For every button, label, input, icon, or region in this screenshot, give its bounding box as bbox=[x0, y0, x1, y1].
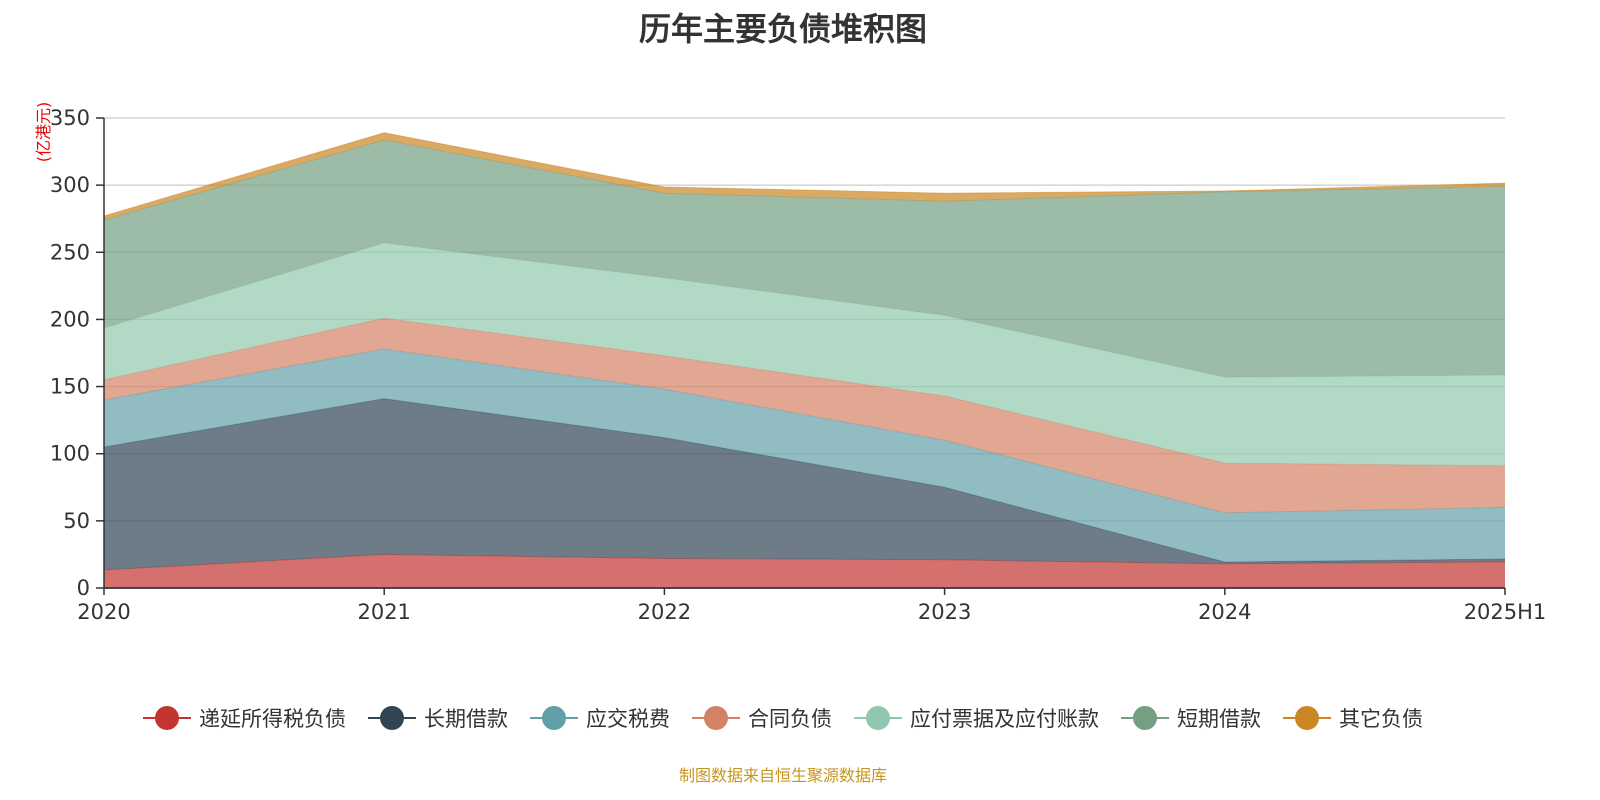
legend-marker-icon bbox=[143, 703, 191, 733]
legend-marker-icon bbox=[530, 703, 578, 733]
legend-label: 长期借款 bbox=[424, 707, 508, 731]
y-tick-label: 0 bbox=[77, 576, 90, 600]
y-tick-label: 150 bbox=[50, 375, 90, 399]
legend: 递延所得税负债 长期借款 应交税费 合同负债 应付票据及应付账款 短期借款 其它负债 bbox=[0, 703, 1566, 733]
y-tick-label: 300 bbox=[50, 173, 90, 197]
area-3 bbox=[104, 318, 1505, 513]
legend-marker-icon bbox=[1283, 703, 1331, 733]
legend-label: 递延所得税负债 bbox=[199, 707, 346, 731]
stacked-area-chart: 0 50 100 150 200 250 300 350 2020 2021 2022 2023 202… bbox=[34, 102, 1547, 624]
legend-label: 短期借款 bbox=[1177, 707, 1261, 731]
legend-item[interactable]: 合同负债 bbox=[692, 703, 832, 733]
legend-label: 应交税费 bbox=[586, 707, 670, 731]
legend-marker-icon bbox=[1121, 703, 1169, 733]
x-tick-label: 2023 bbox=[918, 600, 971, 624]
series-line-1 bbox=[103, 398, 1506, 563]
area-5 bbox=[104, 140, 1505, 378]
chart-title: 历年主要负债堆积图 bbox=[638, 10, 927, 48]
data-source-note: 制图数据来自恒生聚源数据库 bbox=[678, 766, 887, 785]
y-axis-label: (亿港元) bbox=[34, 102, 53, 163]
legend-item[interactable]: 应交税费 bbox=[530, 703, 670, 733]
y-tick-label: 100 bbox=[50, 442, 90, 466]
legend-item[interactable]: 递延所得税负债 bbox=[143, 703, 346, 733]
legend-marker-icon bbox=[854, 703, 902, 733]
x-tick-label: 2025H1 bbox=[1464, 600, 1547, 624]
y-tick-label: 50 bbox=[63, 509, 90, 533]
x-tick-label: 2021 bbox=[357, 600, 410, 624]
x-tick-label: 2022 bbox=[638, 600, 691, 624]
y-tick-label: 250 bbox=[50, 240, 90, 264]
area-layers bbox=[103, 132, 1506, 588]
legend-item[interactable]: 短期借款 bbox=[1121, 703, 1261, 733]
legend-marker-icon bbox=[692, 703, 740, 733]
y-tick-label: 200 bbox=[50, 307, 90, 331]
y-tick-label: 350 bbox=[50, 106, 90, 130]
legend-label: 应付票据及应付账款 bbox=[910, 707, 1099, 731]
x-tick-label: 2024 bbox=[1198, 600, 1251, 624]
x-tick-label: 2020 bbox=[77, 600, 130, 624]
series-line-6 bbox=[103, 132, 1506, 217]
area-4 bbox=[104, 242, 1505, 466]
legend-item[interactable]: 应付票据及应付账款 bbox=[854, 703, 1099, 733]
legend-label: 合同负债 bbox=[748, 707, 832, 731]
legend-marker-icon bbox=[368, 703, 416, 733]
legend-item[interactable]: 其它负债 bbox=[1283, 703, 1423, 733]
legend-item[interactable]: 长期借款 bbox=[368, 703, 508, 733]
legend-label: 其它负债 bbox=[1339, 707, 1423, 731]
area-1 bbox=[104, 398, 1505, 571]
area-2 bbox=[104, 348, 1505, 562]
